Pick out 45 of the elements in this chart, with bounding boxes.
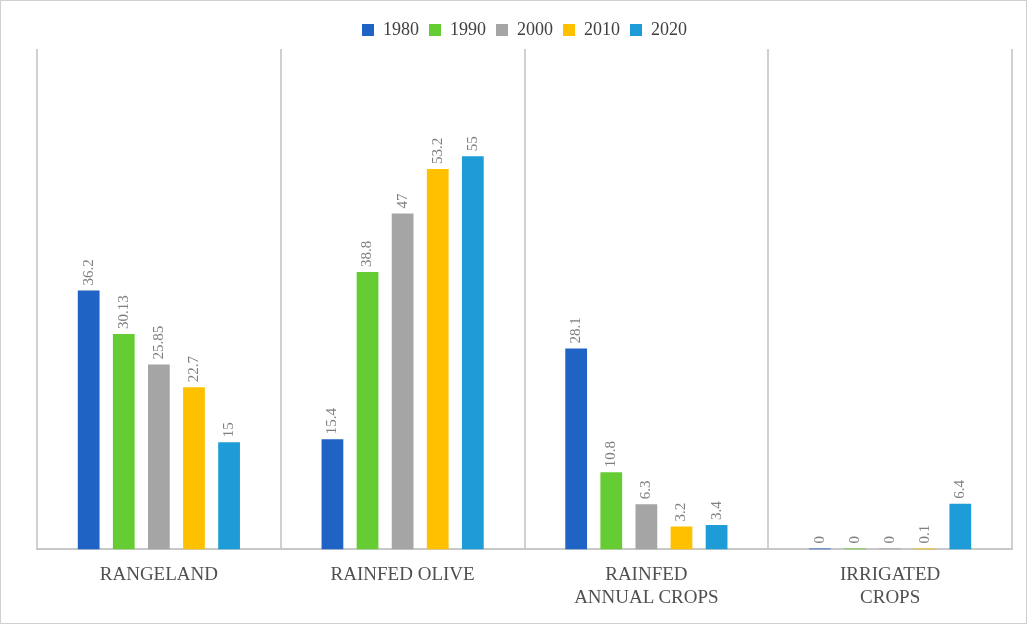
bar <box>670 526 693 550</box>
bar <box>112 334 135 550</box>
bar <box>183 387 205 550</box>
data-label: 22.7 <box>184 355 201 383</box>
data-label: 25.85 <box>149 325 166 360</box>
bar <box>391 213 414 550</box>
bar <box>218 442 240 550</box>
bar <box>426 169 449 550</box>
bar <box>705 525 728 550</box>
data-label: 0 <box>881 535 898 544</box>
data-label: 28.1 <box>567 317 584 344</box>
data-label: 3.2 <box>672 502 689 522</box>
bar <box>565 348 588 550</box>
x-tick-label: RAINFED OLIVE <box>330 562 475 584</box>
bar <box>600 472 623 550</box>
data-label: 3.4 <box>707 500 724 521</box>
data-label: 10.8 <box>602 440 619 468</box>
data-label: 53.2 <box>428 137 445 165</box>
bar <box>461 156 484 550</box>
data-label: 55 <box>463 136 480 152</box>
data-label: 30.13 <box>114 295 131 330</box>
bar <box>356 272 379 550</box>
data-label: 0 <box>810 535 827 544</box>
bar <box>147 364 170 550</box>
legend-label: 2000 <box>517 18 553 39</box>
legend-label: 1990 <box>450 18 486 39</box>
bar <box>949 503 972 550</box>
data-label: 6.3 <box>637 480 654 500</box>
bar <box>321 439 344 550</box>
data-label: 15 <box>220 422 237 438</box>
bar <box>635 504 658 550</box>
x-tick-label: RANGELAND <box>99 562 218 584</box>
data-label: 38.8 <box>358 240 375 268</box>
legend-label: 2020 <box>651 18 687 39</box>
x-tick-label: IRRIGATED CROPS <box>839 562 941 607</box>
data-label: 15.4 <box>323 407 340 435</box>
legend-label: 2010 <box>584 18 620 39</box>
bar <box>77 290 100 550</box>
legend-label: 1980 <box>383 18 419 39</box>
data-label: 47 <box>393 192 410 209</box>
data-label: 6.4 <box>951 479 968 499</box>
x-tick-label: RAINFED ANNUAL CROPS <box>574 562 719 607</box>
data-label: 36.2 <box>79 259 96 286</box>
data-label: 0 <box>845 535 862 544</box>
data-label: 0.1 <box>916 524 933 544</box>
